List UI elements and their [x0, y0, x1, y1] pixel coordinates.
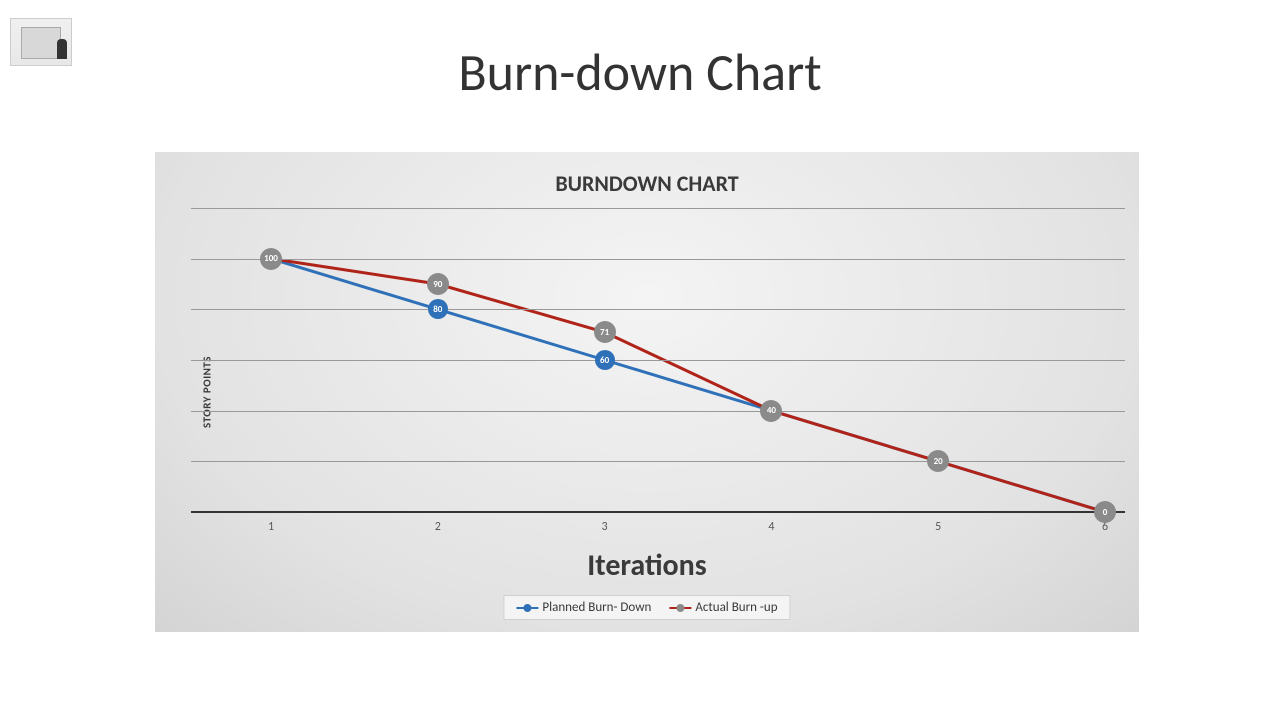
actual-point: 20: [927, 450, 949, 472]
actual-point: 40: [760, 400, 782, 422]
actual-point: 71: [594, 321, 616, 343]
legend-label-actual: Actual Burn -up: [695, 600, 777, 615]
x-tick-label: 1: [268, 520, 274, 534]
actual-point: 90: [427, 273, 449, 295]
actual-point: 0: [1094, 501, 1116, 523]
legend: Planned Burn- Down Actual Burn -up: [503, 595, 790, 620]
page-title: Burn-down Chart: [0, 40, 1280, 104]
legend-item-actual: Actual Burn -up: [669, 600, 777, 615]
x-tick-label: 3: [602, 520, 608, 534]
chart-title: BURNDOWN CHART: [155, 170, 1139, 197]
x-tick-label: 4: [768, 520, 774, 534]
planned-point: 60: [595, 350, 615, 370]
plot-area: 1234568060100907140200: [191, 208, 1125, 512]
legend-item-planned: Planned Burn- Down: [516, 600, 651, 615]
x-axis-label: Iterations: [155, 547, 1139, 584]
legend-swatch-actual: [669, 603, 691, 613]
legend-swatch-planned: [516, 603, 538, 613]
x-tick-label: 5: [935, 520, 941, 534]
x-tick-label: 2: [435, 520, 441, 534]
legend-label-planned: Planned Burn- Down: [542, 600, 651, 615]
burndown-chart: BURNDOWN CHART STORY POINTS 123456806010…: [155, 152, 1139, 632]
actual-point: 100: [260, 248, 282, 270]
planned-point: 80: [428, 299, 448, 319]
